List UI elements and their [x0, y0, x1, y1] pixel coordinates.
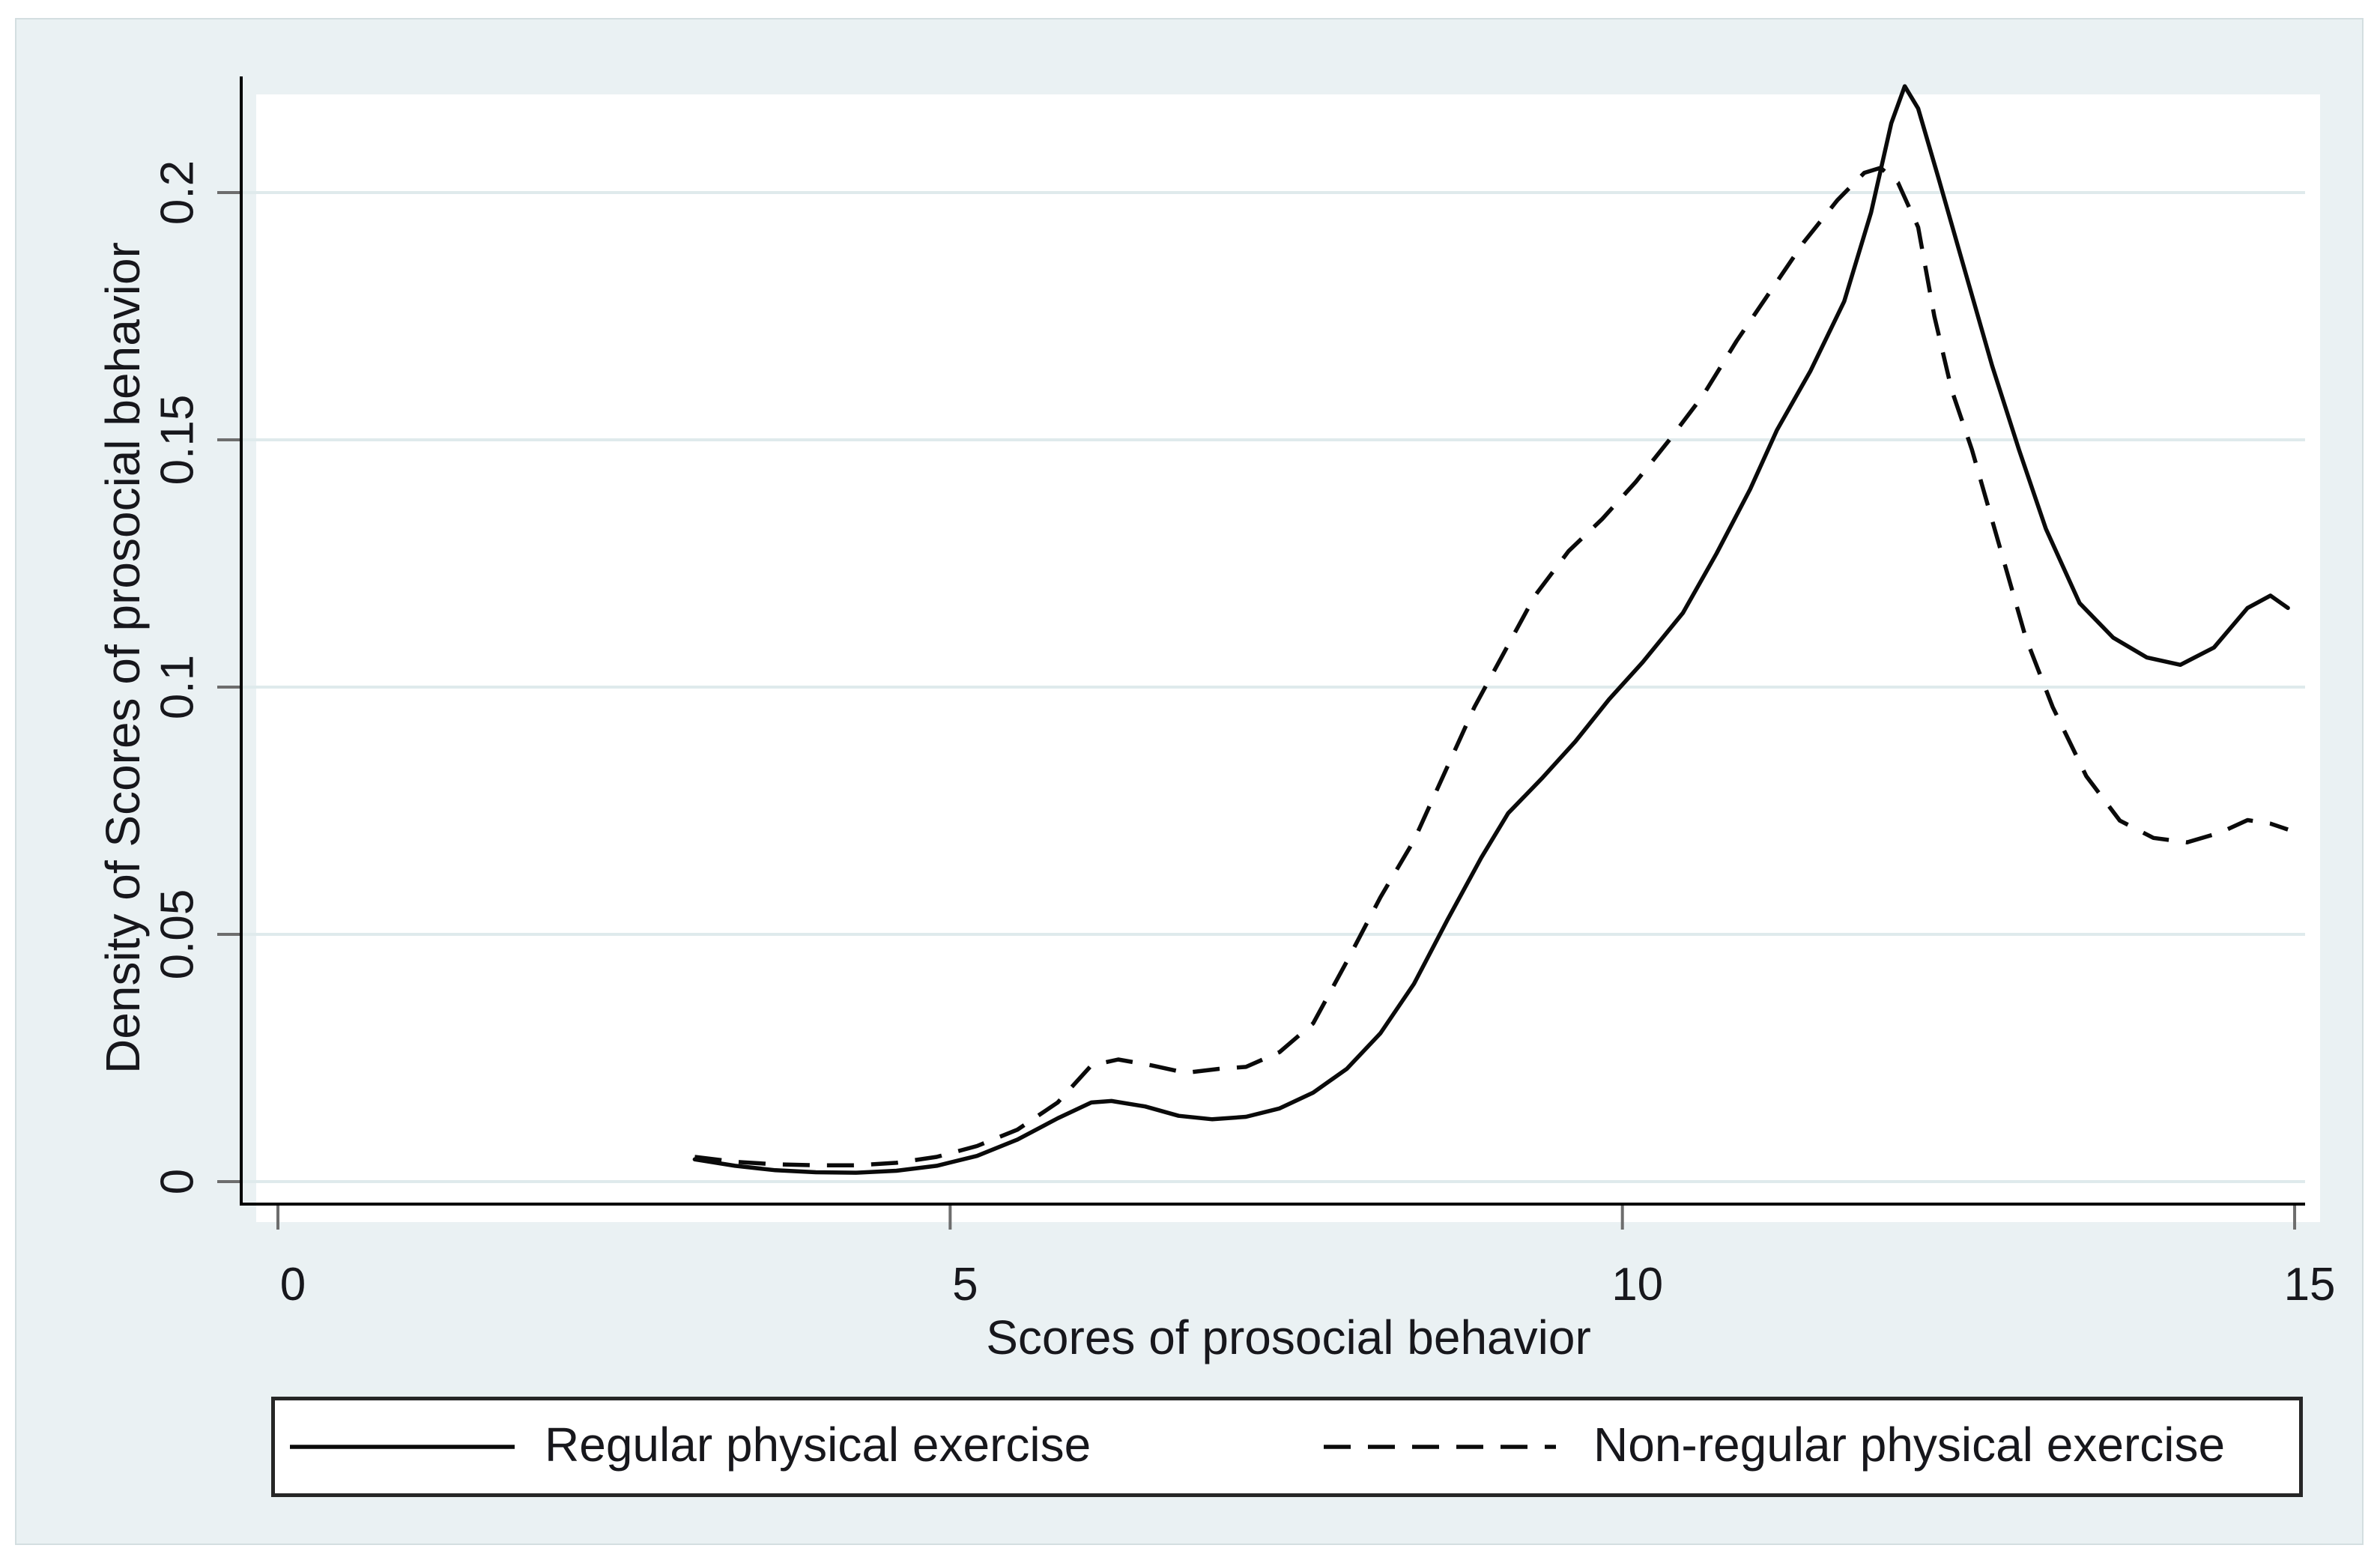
density-curve-solid — [692, 84, 2290, 1175]
density-curve-dashed — [694, 166, 2289, 1167]
x-tick-label: 0 — [279, 1259, 306, 1310]
x-axis-title: Scores of prosocial behavior — [986, 1310, 1591, 1364]
chart-svg — [217, 76, 2305, 1230]
chart-canvas: 0 0.05 0.1 0.15 0.2 0 5 10 15 Density of Scores … — [15, 18, 2364, 1545]
x-tick-label: 5 — [952, 1259, 978, 1310]
legend: Regular physical exercise Non-regular ph… — [271, 1397, 2303, 1497]
y-tick-label: 0.2 — [151, 160, 204, 226]
y-tick-label: 0 — [151, 1168, 204, 1195]
legend-label-regular: Regular physical exercise — [545, 1418, 1091, 1472]
solid-line-sample — [290, 1445, 515, 1449]
dashed-line-sample — [1324, 1445, 1556, 1449]
legend-label-nonregular: Non-regular physical exercise — [1593, 1418, 2226, 1472]
y-axis-title: Density of Scores of prosocial behavior — [96, 242, 150, 1074]
y-tick-label: 0.1 — [151, 654, 204, 720]
plot-area — [256, 94, 2320, 1222]
x-tick-label: 15 — [2283, 1259, 2336, 1310]
y-tick-label: 0.05 — [151, 889, 204, 980]
x-tick-label: 10 — [1611, 1259, 1664, 1310]
y-tick-label: 0.15 — [151, 394, 204, 486]
